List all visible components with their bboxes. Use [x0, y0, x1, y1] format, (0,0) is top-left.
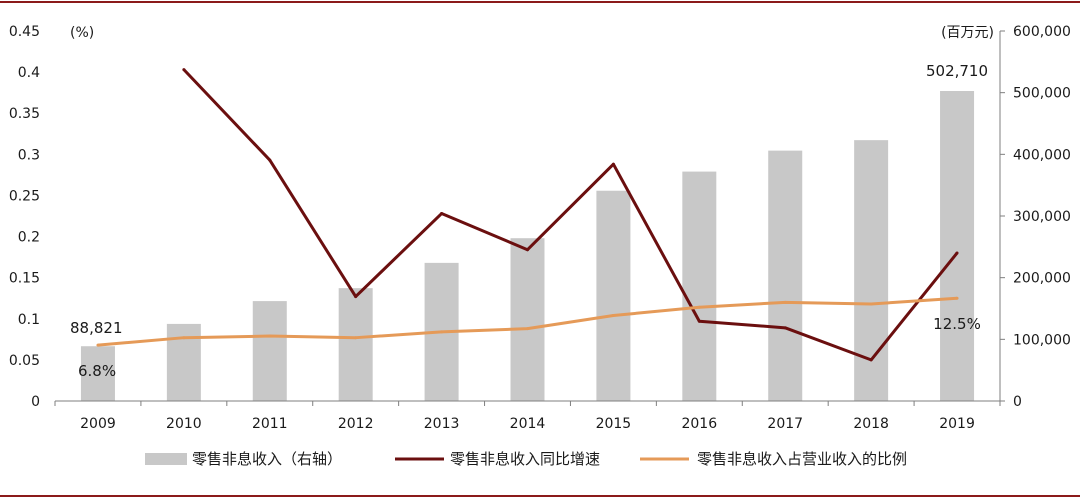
x-tick-label-2018: 2018	[853, 416, 889, 432]
ratio-point-2015	[611, 313, 615, 317]
left-tick-label: 0.05	[9, 353, 40, 369]
x-tick-label-2010: 2010	[166, 416, 202, 432]
x-tick-label-2009: 2009	[80, 416, 116, 432]
growth-point-2016	[697, 319, 701, 323]
bar-series	[80, 90, 975, 402]
right-tick-label: 600,000	[1013, 24, 1071, 40]
growth-point-2012	[354, 295, 358, 299]
x-tick-label-2013: 2013	[424, 416, 460, 432]
bar-2010	[166, 323, 201, 401]
left-tick-label: 0.4	[18, 65, 40, 81]
line-series	[96, 68, 959, 362]
growth-rate-line	[182, 68, 959, 362]
bar-2015	[596, 190, 631, 401]
ratio-point-2011	[268, 334, 272, 338]
bar-2018	[854, 140, 889, 401]
left-tick-label: 0.45	[9, 24, 40, 40]
right-tick-label: 0	[1013, 394, 1022, 410]
right-axis-unit: (百万元)	[941, 25, 994, 41]
growth-point-2011	[268, 158, 272, 162]
ratio-point-2018	[869, 302, 873, 306]
last-bar-value-label: 502,710	[926, 62, 988, 80]
growth-point-2014	[526, 248, 529, 252]
bar-2016	[682, 171, 717, 401]
x-tick-label-2015: 2015	[596, 416, 632, 432]
x-tick-label-2017: 2017	[767, 416, 803, 432]
right-tick-label: 500,000	[1013, 86, 1071, 102]
growth-point-2013	[440, 212, 444, 216]
right-tick-label: 200,000	[1013, 271, 1071, 287]
left-tick-label: 0.25	[9, 188, 40, 204]
right-tick-label: 400,000	[1013, 147, 1071, 163]
left-tick-label: 0.35	[9, 106, 40, 122]
growth-point-2017	[783, 326, 787, 330]
growth-point-2018	[869, 358, 873, 362]
ratio-point-2012	[354, 336, 358, 340]
ratio-point-2013	[440, 330, 444, 334]
left-tick-label: 0.2	[18, 230, 40, 246]
right-tick-label: 100,000	[1013, 332, 1071, 348]
x-tick-label-2016: 2016	[681, 416, 717, 432]
x-tick-label-2014: 2014	[510, 416, 546, 432]
bar-2011	[252, 301, 287, 401]
left-tick-label: 0.3	[18, 147, 40, 163]
right-axis-ticks: 0 100,000 200,000 300,000 400,000 500,000 600,…	[1000, 24, 1071, 410]
x-tick-label-2011: 2011	[252, 416, 288, 432]
growth-point-2010	[182, 68, 186, 72]
left-axis-unit: (%)	[70, 25, 94, 41]
ratio-point-2009	[96, 343, 100, 347]
bar-2012	[338, 288, 373, 401]
left-tick-label: 0	[31, 394, 40, 410]
x-axis-ticks: 2009 2010 2011 2012 2013 2014 2015 2016 2017 2018…	[54, 401, 1001, 432]
x-tick-label-2019: 2019	[939, 416, 975, 432]
growth-point-2015	[611, 162, 615, 166]
last-ratio-label: 12.5%	[933, 315, 981, 333]
left-tick-label: 0.15	[9, 271, 40, 287]
x-tick-label-2012: 2012	[338, 416, 374, 432]
first-ratio-label: 6.8%	[78, 362, 116, 380]
ratio-point-2016	[697, 305, 701, 309]
bar-2014	[510, 238, 545, 401]
bar-2017	[768, 150, 803, 401]
ratio-point-2010	[182, 336, 186, 340]
ratio-point-2017	[783, 300, 787, 304]
legend-label-bar: 零售非息收入（右轴）	[192, 450, 342, 468]
legend-label-growth: 零售非息收入同比增速	[450, 450, 600, 468]
legend: 零售非息收入（右轴） 零售非息收入同比增速 零售非息收入占营业收入的比例	[145, 450, 907, 468]
left-axis-ticks: 0 0.05 0.1 0.15 0.2 0.25 0.3 0.35 0.4 0.45	[9, 24, 40, 410]
left-tick-label: 0.1	[18, 312, 40, 328]
legend-label-ratio: 零售非息收入占营业收入的比例	[697, 450, 907, 468]
first-bar-value-label: 88,821	[70, 319, 123, 337]
bar-2009	[80, 346, 115, 401]
ratio-point-2014	[526, 327, 529, 331]
ratio-point-2019	[955, 296, 959, 300]
legend-swatch-bar	[145, 453, 187, 465]
right-tick-label: 300,000	[1013, 209, 1071, 225]
bar-2019	[940, 90, 975, 402]
growth-point-2019	[955, 251, 959, 255]
